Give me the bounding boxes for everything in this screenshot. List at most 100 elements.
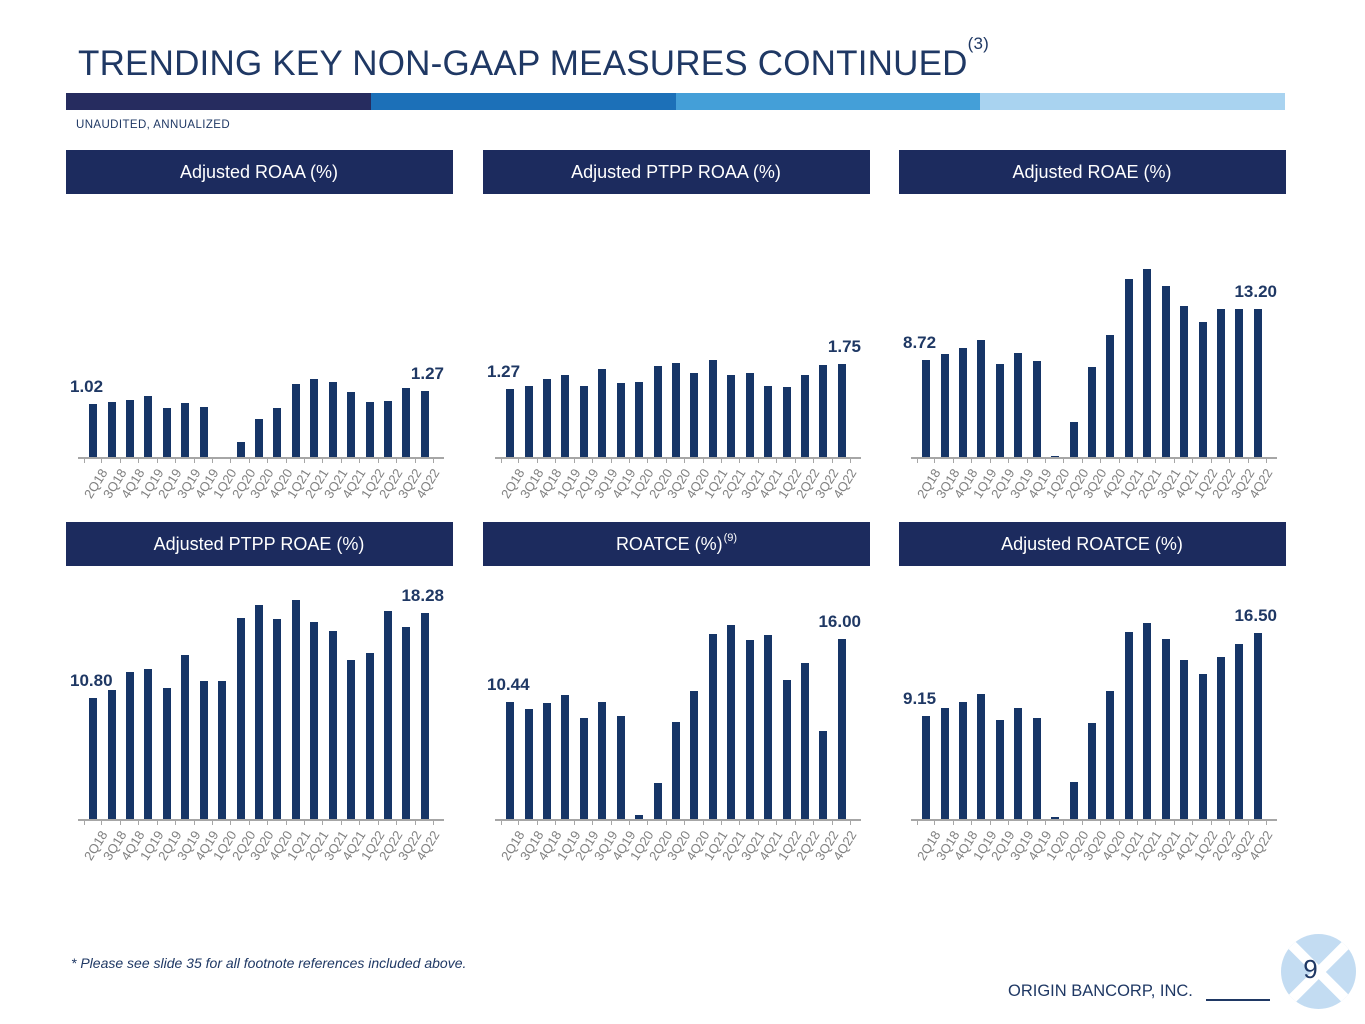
chart-plot: 2Q18 3Q18 4Q18 1Q19 2Q19 3Q19 4Q19 1Q20 2Q20 3Q20…	[483, 194, 870, 501]
x-axis-line	[78, 457, 444, 459]
bar-slot: 3Q19	[173, 194, 203, 501]
bar-slot: 3Q22	[395, 194, 424, 501]
bar	[995, 363, 1004, 458]
axis-tick	[414, 820, 416, 825]
bar-slot: 2Q19	[572, 194, 602, 501]
bar	[819, 364, 828, 458]
bar-slot: 2Q19	[988, 566, 1018, 863]
bar	[616, 716, 625, 820]
axis-tick	[1210, 820, 1212, 825]
bar	[782, 679, 791, 820]
axis-tick	[850, 458, 852, 463]
bar	[126, 400, 135, 458]
accent-segment	[66, 93, 371, 110]
bar	[347, 391, 356, 458]
bar-slot: 4Q18	[535, 566, 565, 863]
axis-tick	[702, 458, 704, 463]
bar-slot: 2Q21	[1135, 566, 1165, 863]
bar	[708, 633, 717, 820]
bar-slot: 4Q20	[266, 194, 295, 501]
bar-slot: 2Q22	[1209, 194, 1239, 501]
chart-title-band: Adjusted PTPP ROAE (%)	[66, 522, 453, 566]
bar-slot: 3Q20	[664, 194, 694, 501]
bar	[506, 702, 515, 820]
bar	[1216, 656, 1225, 820]
origin-bancorp-logo: 9	[1281, 934, 1356, 1009]
bar-slot: 1Q19	[554, 194, 583, 501]
axis-tick	[952, 820, 954, 825]
axis-tick	[377, 458, 379, 463]
bar-slot: 4Q18	[951, 194, 981, 501]
bar	[800, 375, 809, 458]
axis-tick	[684, 820, 686, 825]
bar	[328, 631, 337, 820]
bar	[1069, 782, 1078, 820]
chart-title: Adjusted ROAE (%)	[1012, 161, 1172, 182]
bar	[1124, 279, 1133, 458]
bar-slot: 3Q19	[173, 566, 203, 863]
x-axis-line	[911, 457, 1277, 459]
bar	[236, 618, 245, 820]
axis-tick	[665, 820, 667, 825]
chart-plot: 2Q18 3Q18 4Q18 1Q19 2Q19 3Q19 4Q19 1Q20 2Q20 3Q20…	[66, 194, 453, 501]
bar-slot: 2Q20	[1062, 566, 1091, 863]
bar	[402, 388, 411, 458]
bar-slot: 1Q19	[970, 194, 999, 501]
bar	[255, 605, 263, 820]
bar-slot: 4Q22	[413, 566, 443, 863]
bar-slot: 4Q21	[756, 566, 786, 863]
bar	[690, 690, 699, 820]
bar	[764, 386, 773, 458]
bar	[255, 419, 263, 458]
bar	[727, 624, 736, 820]
axis-tick	[119, 820, 121, 825]
bar-slot: 3Q19	[590, 566, 620, 863]
axis-tick	[340, 458, 342, 463]
bar	[181, 655, 190, 820]
bar-slot: 4Q22	[413, 194, 443, 501]
chart-plot: 2Q18 3Q18 4Q18 1Q19 2Q19 3Q19 4Q19 1Q20 2Q20 3Q20…	[899, 194, 1286, 501]
axis-tick	[1247, 820, 1249, 825]
bar-slots: 2Q18 3Q18 4Q18 1Q19 2Q19 3Q19 4Q19 1Q20 2Q20 3Q20…	[81, 194, 443, 501]
bar-slot: 1Q21	[701, 566, 731, 863]
bar	[819, 730, 828, 820]
company-name: ORIGIN BANCORP, INC.	[1008, 982, 1193, 1000]
bar	[1069, 421, 1078, 458]
bar-slot: 3Q22	[1228, 566, 1257, 863]
bar-slot: 1Q21	[284, 194, 314, 501]
bar-slot: 1Q19	[554, 566, 583, 863]
accent-gradient-bar	[66, 93, 1285, 110]
value-label-first: 10.80	[70, 670, 113, 690]
value-label-last: 18.28	[401, 586, 444, 606]
x-axis-line	[78, 819, 444, 821]
bar	[1032, 361, 1041, 458]
chart-plot: 2Q18 3Q18 4Q18 1Q19 2Q19 3Q19 4Q19 1Q20 2Q20 3Q20…	[66, 566, 453, 863]
x-axis-line	[495, 457, 861, 459]
axis-tick	[757, 458, 759, 463]
bar-slot: 4Q22	[1246, 566, 1276, 863]
chart-title: Adjusted ROAA (%)	[179, 161, 339, 182]
axis-tick	[1137, 458, 1139, 463]
bar-slot: 4Q20	[683, 194, 712, 501]
value-label-first: 10.44	[487, 675, 530, 695]
bar-slot: 2Q22	[793, 194, 823, 501]
bar-slot: 3Q21	[321, 566, 350, 863]
bar-slot: 3Q19	[1006, 194, 1036, 501]
bar-slots: 2Q18 3Q18 4Q18 1Q19 2Q19 3Q19 4Q19 1Q20 2Q20 3Q20…	[81, 566, 443, 863]
bar-slot: 2Q21	[719, 566, 749, 863]
bar-slot: 3Q20	[664, 566, 694, 863]
axis-tick	[230, 820, 232, 825]
axis-tick	[573, 820, 575, 825]
page-number: 9	[1303, 954, 1318, 984]
axis-tick	[396, 820, 398, 825]
axis-tick	[536, 820, 538, 825]
value-label-first: 1.27	[487, 362, 521, 382]
chart-title-band: Adjusted ROATCE (%)	[899, 522, 1286, 566]
bar-slot: 1Q19	[137, 566, 166, 863]
bar-slot: 3Q19	[1006, 566, 1036, 863]
axis-tick	[934, 458, 936, 463]
bar	[181, 402, 190, 458]
bar-slot: 1Q19	[137, 194, 166, 501]
bar-slot: 2Q19	[155, 194, 185, 501]
bar	[543, 703, 552, 820]
